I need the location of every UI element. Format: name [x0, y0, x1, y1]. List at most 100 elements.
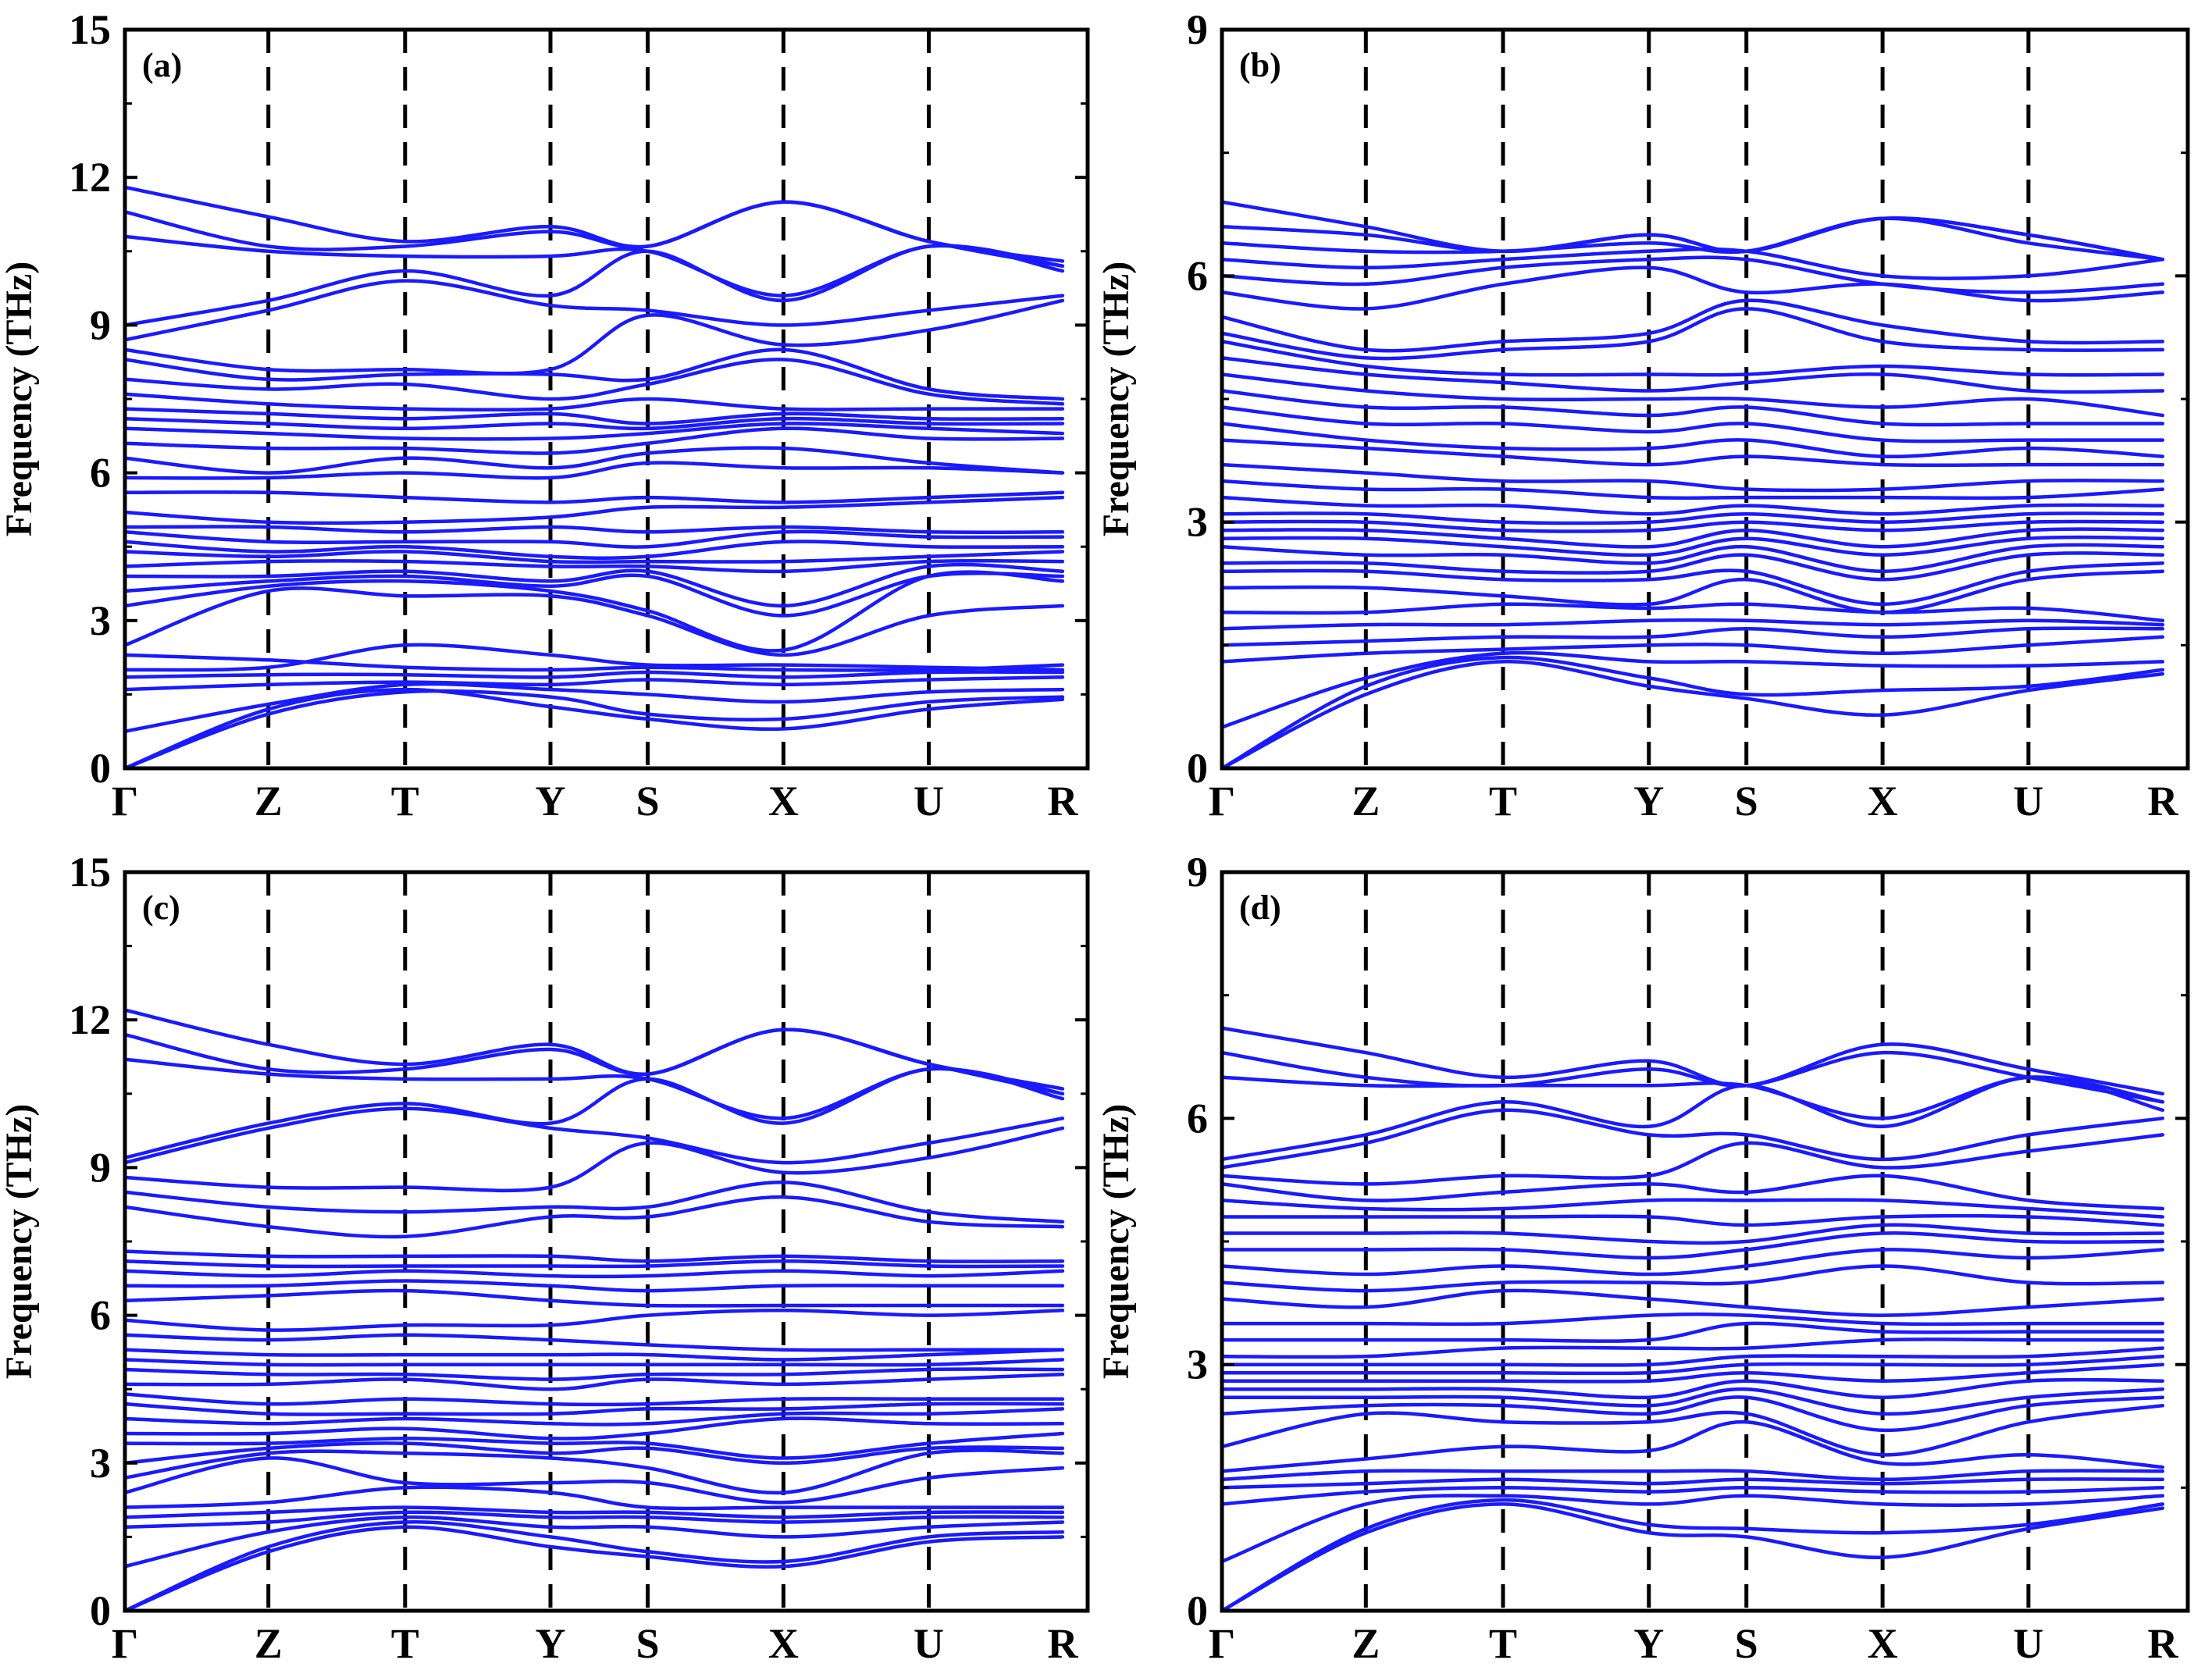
- phonon-band: [1222, 1198, 2165, 1219]
- phonon-band: [1222, 462, 2165, 493]
- phonon-band: [1222, 650, 2165, 729]
- phonon-band: [125, 643, 1065, 672]
- phonon-band: [1222, 1477, 2165, 1490]
- phonon-band: [125, 446, 1065, 475]
- phonon-band: [1222, 1494, 2165, 1564]
- phonon-band: [1222, 1075, 2165, 1162]
- x-tick-label: R: [2147, 778, 2178, 825]
- y-tick-label: 3: [90, 597, 111, 644]
- phonon-band: [125, 675, 1065, 692]
- phonon-band: [125, 1269, 1065, 1279]
- phonon-band: [125, 1510, 1065, 1530]
- band-lines: [1222, 200, 2165, 768]
- y-axis-label: Frequency (THz): [0, 262, 40, 536]
- phonon-band: [125, 550, 1065, 565]
- y-tick-label: 15: [69, 6, 111, 53]
- x-tick-label: R: [1047, 778, 1078, 825]
- phonon-band: [1222, 200, 2165, 262]
- x-tick-label: Γ: [112, 778, 138, 825]
- panel-label: (d): [1239, 889, 1281, 927]
- phonon-band: [125, 572, 1065, 618]
- phonon-band: [125, 1008, 1065, 1091]
- phonon-band: [125, 1392, 1065, 1407]
- phonon-band: [125, 1358, 1065, 1367]
- phonon-band: [1222, 495, 2165, 516]
- phonon-band: [125, 540, 1065, 561]
- y-tick-label: 3: [1187, 499, 1208, 546]
- phonon-band: [1222, 438, 2165, 468]
- x-tick-label: S: [1735, 778, 1758, 825]
- phonon-band: [125, 1106, 1065, 1165]
- x-tick-label: U: [2013, 1620, 2043, 1667]
- phonon-band: [1222, 1026, 2165, 1096]
- panel-c: 0 3 6 9 12 15 Γ Z T Y S X U R Frequency (THz) (c): [0, 849, 1090, 1667]
- y-tick-label: 12: [69, 996, 111, 1043]
- phonon-band: [1222, 405, 2165, 443]
- phonon-band: [125, 689, 1065, 768]
- phonon-band: [1222, 551, 2165, 582]
- phonon-band: [125, 495, 1065, 525]
- phonon-band: [125, 1249, 1065, 1263]
- phonon-band: [125, 570, 1065, 653]
- phonon-band: [1222, 1337, 2165, 1359]
- phonon-band: [1222, 618, 2165, 631]
- y-tick-label: 15: [69, 849, 111, 896]
- phonon-band: [1222, 216, 2165, 262]
- band-lines: [125, 185, 1065, 768]
- phonon-band: [1222, 1498, 2165, 1611]
- phonon-band: [125, 682, 1065, 733]
- x-tick-label: Z: [255, 1620, 283, 1667]
- phonon-band: [1222, 602, 2165, 623]
- phonon-band: [1222, 1264, 2165, 1293]
- phonon-band: [125, 687, 1065, 768]
- phonon-band: [125, 1279, 1065, 1293]
- x-tick-label: S: [636, 778, 659, 825]
- x-tick-label: X: [768, 778, 799, 825]
- phonon-band: [1222, 307, 2165, 361]
- phonon-band: [125, 416, 1065, 431]
- phonon-band: [125, 1431, 1065, 1460]
- band-lines: [1222, 1026, 2165, 1611]
- panel-d: 0 3 6 9 Γ Z T Y S X U R Frequency (THz) (d): [1095, 849, 2190, 1667]
- phonon-band: [125, 407, 1065, 426]
- phonon-band: [1222, 1231, 2165, 1260]
- x-tick-label: X: [1868, 1620, 1898, 1667]
- phonon-band: [125, 200, 1065, 268]
- phonon-band: [1222, 1502, 2165, 1611]
- x-tick-label: U: [2013, 778, 2043, 825]
- phonon-band: [1222, 1346, 2165, 1367]
- y-tick-label: 6: [1187, 1095, 1208, 1142]
- phonon-band: [125, 562, 1065, 608]
- phonon-band: [125, 1407, 1065, 1426]
- phonon-band: [125, 1195, 1065, 1239]
- y-tick-label: 0: [90, 1587, 111, 1634]
- phonon-band: [1222, 569, 2165, 614]
- x-tick-label: Γ: [1209, 1620, 1235, 1667]
- x-tick-label: X: [768, 1620, 799, 1667]
- phonon-band: [1222, 519, 2165, 533]
- x-tick-label: S: [1735, 1620, 1758, 1667]
- plot-frame: [123, 27, 1090, 771]
- phonon-band: [125, 1333, 1065, 1352]
- phonon-band: [1222, 340, 2165, 377]
- y-axis-label: Frequency (THz): [1095, 262, 1137, 536]
- x-tick-label: T: [391, 778, 419, 825]
- phonon-band: [1222, 1248, 2165, 1277]
- phonon-band: [1222, 389, 2165, 427]
- x-tick-label: T: [391, 1620, 419, 1667]
- phonon-band: [125, 1441, 1065, 1466]
- phonon-band: [125, 1456, 1065, 1505]
- x-tick-label: R: [2147, 1620, 2178, 1667]
- phonon-band: [125, 1309, 1065, 1332]
- phonon-band: [125, 422, 1065, 441]
- phonon-band: [125, 1367, 1065, 1381]
- phonon-band: [1222, 626, 2165, 647]
- phonon-band: [1222, 372, 2165, 418]
- panel-b: 0 3 6 9 Γ Z T Y S X U R Frequency (THz) (b): [1095, 6, 2190, 825]
- phonon-band: [125, 1515, 1065, 1569]
- phonon-band: [1222, 635, 2165, 664]
- x-tick-label: Z: [1352, 778, 1380, 825]
- phonon-band: [1222, 1419, 2165, 1473]
- phonon-band: [1222, 1321, 2165, 1343]
- phonon-band: [1222, 1075, 2165, 1120]
